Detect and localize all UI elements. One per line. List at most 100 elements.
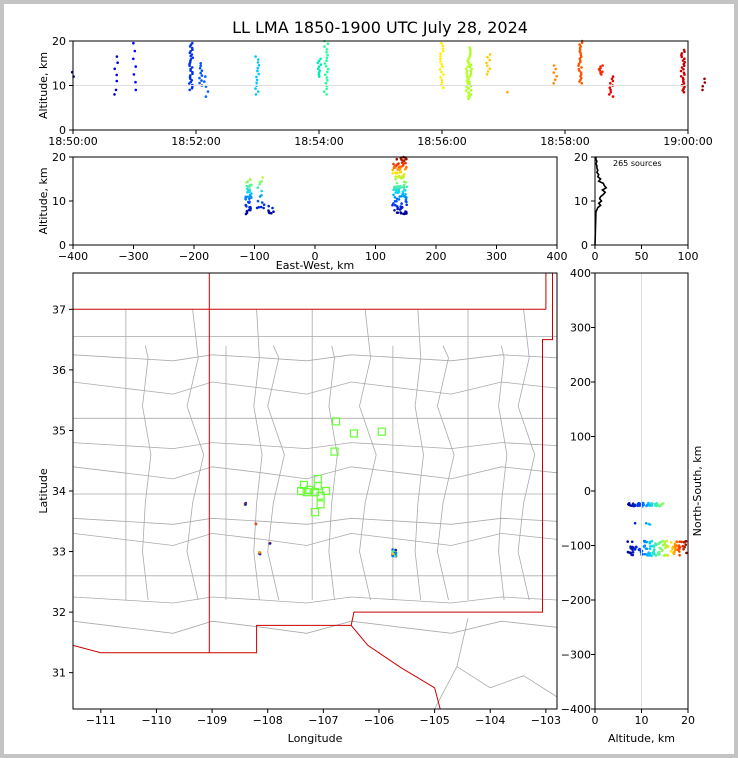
time-altitude-point xyxy=(200,79,203,82)
time-altitude-point xyxy=(189,50,192,53)
ns-altitude-point xyxy=(643,539,646,543)
time-altitude-point xyxy=(439,55,442,58)
map-y-tick-label: 36 xyxy=(52,364,66,377)
ew-altitude-point xyxy=(405,203,409,207)
time-altitude-point xyxy=(440,70,443,74)
ew-altitude-point xyxy=(400,161,404,164)
ns-y-tick-label: 0 xyxy=(584,485,591,498)
time-altitude-point xyxy=(254,87,257,90)
ew-altitude-point xyxy=(398,195,402,198)
time-altitude-point xyxy=(190,53,194,56)
county-line xyxy=(434,618,469,709)
ns-altitude-point xyxy=(657,504,661,508)
map-x-tick-label: −103 xyxy=(531,714,561,727)
ns-altitude-point xyxy=(684,540,687,543)
time-altitude-point xyxy=(113,93,116,96)
county-line xyxy=(517,309,536,601)
ew-altitude-point xyxy=(249,178,252,181)
map-boundaries xyxy=(73,273,557,709)
time-altitude-point xyxy=(470,67,474,71)
histogram-y-tick-label: 0 xyxy=(581,239,588,252)
time-altitude-point xyxy=(485,73,489,76)
ew-altitude-point xyxy=(395,211,399,214)
time-altitude-point xyxy=(323,45,326,48)
time-altitude-point xyxy=(132,41,135,45)
county-line xyxy=(73,442,557,450)
time-altitude-point xyxy=(323,62,327,65)
time-altitude-point xyxy=(317,73,321,76)
map-source-point xyxy=(394,548,398,552)
ns-altitude-point xyxy=(657,542,661,545)
time-altitude-point xyxy=(469,50,472,54)
lma-station xyxy=(377,427,386,436)
ns-y-tick-label: −100 xyxy=(561,540,591,553)
state-border xyxy=(350,625,441,709)
ew-altitude-point xyxy=(391,168,395,172)
ew-altitude-xlabel: East-West, km xyxy=(276,259,354,272)
time-altitude-point xyxy=(465,85,468,88)
ew-altitude-point xyxy=(267,204,271,208)
time-altitude-point xyxy=(199,64,202,67)
ew-altitude-point xyxy=(395,205,399,208)
ew-altitude-point xyxy=(400,202,403,205)
time-altitude-point xyxy=(326,67,330,71)
ns-altitude-point xyxy=(685,551,688,555)
time-altitude-point xyxy=(317,75,321,78)
ns-altitude-point xyxy=(638,547,641,551)
histogram-x-tick-label: 0 xyxy=(592,250,599,263)
time-altitude-point xyxy=(439,52,442,55)
county-line xyxy=(73,517,557,525)
ew-altitude-point xyxy=(402,180,406,184)
map-y-tick-label: 32 xyxy=(52,606,66,619)
ns-altitude-point xyxy=(665,539,669,543)
ew-altitude-point xyxy=(404,161,407,165)
time-altitude-point xyxy=(439,57,442,61)
ns-altitude-point xyxy=(666,554,670,557)
ew-altitude-point xyxy=(268,211,271,215)
ew-altitude-point xyxy=(393,186,396,189)
time-altitude-point xyxy=(486,55,489,59)
ns-altitude-point xyxy=(631,548,634,551)
map-source-point xyxy=(394,551,398,555)
ns-x-tick-label: 20 xyxy=(681,714,695,727)
time-altitude-point xyxy=(325,87,329,91)
lma-station xyxy=(297,486,306,496)
time-altitude-point xyxy=(601,64,604,67)
ew-altitude-point xyxy=(271,206,274,210)
lma-station xyxy=(313,482,322,491)
ew-altitude-point xyxy=(404,192,407,196)
time-altitude-point xyxy=(682,71,686,75)
ns-altitude-point xyxy=(648,551,651,555)
county-line xyxy=(359,309,377,601)
time-altitude-point xyxy=(485,61,488,65)
time-altitude-point xyxy=(440,81,444,84)
time-altitude-point xyxy=(683,57,686,60)
ns-altitude-point xyxy=(661,548,664,552)
ns-altitude-point xyxy=(638,502,642,506)
county-line xyxy=(73,620,557,634)
ew-altitude-point xyxy=(394,203,397,207)
time-altitude-point xyxy=(439,60,442,63)
time-altitude-point xyxy=(553,78,557,81)
ew-altitude-point xyxy=(391,203,394,207)
ew-altitude-point xyxy=(401,176,405,180)
time-altitude-point xyxy=(577,67,581,71)
map-x-tick-label: −107 xyxy=(308,714,338,727)
ew-altitude-point xyxy=(395,200,398,203)
time-altitude-point xyxy=(682,48,686,52)
histogram-frame xyxy=(594,156,689,246)
time-altitude-point xyxy=(466,81,469,84)
time-altitude-point xyxy=(132,73,136,76)
time-altitude-point xyxy=(552,82,555,85)
time-altitude-point xyxy=(466,59,470,63)
time-altitude-point xyxy=(468,46,471,49)
county-line xyxy=(73,354,557,362)
ew-altitude-point xyxy=(250,192,253,195)
ns-altitude-point xyxy=(644,522,648,525)
time-altitude-point xyxy=(326,53,329,57)
ns-altitude-point xyxy=(674,545,678,548)
time-altitude-point xyxy=(467,97,470,101)
time-altitude-point xyxy=(317,59,321,63)
ns-altitude-point xyxy=(662,554,666,557)
ns-altitude-point xyxy=(648,504,651,508)
